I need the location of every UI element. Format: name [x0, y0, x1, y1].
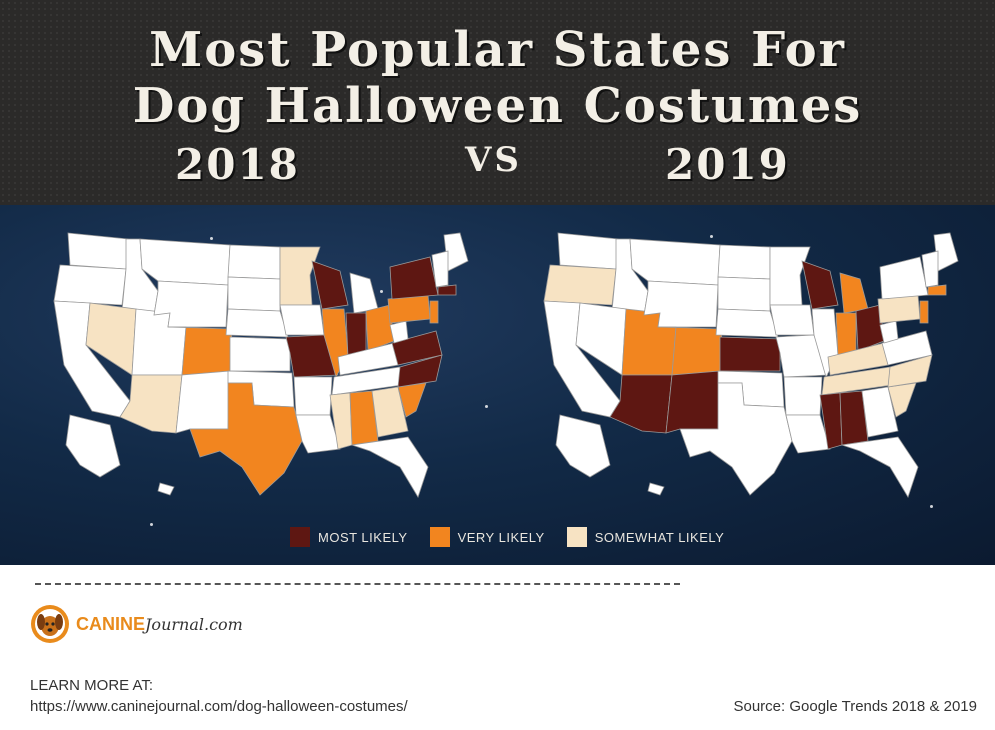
state-georgia [371, 386, 409, 438]
state-new-york [879, 256, 929, 300]
state-iowa [279, 304, 325, 336]
title-line-1: Most Popular States For [149, 22, 846, 78]
star-decoration [150, 523, 153, 526]
state-missouri [775, 334, 829, 378]
state-hawaii [157, 482, 175, 496]
state-louisiana [295, 414, 341, 454]
state-washington [67, 232, 129, 270]
dashed-divider [35, 583, 680, 585]
state-arizona [119, 374, 183, 434]
state-new-mexico [665, 370, 721, 434]
state-nebraska [225, 308, 289, 338]
source-note: Source: Google Trends 2018 & 2019 [733, 698, 977, 715]
canine-journal-logo[interactable]: CANINE Journal.com [30, 604, 243, 644]
state-alaska [555, 414, 611, 478]
article-link[interactable]: https://www.caninejournal.com/dog-hallow… [30, 698, 408, 715]
legend-item-most-likely: MOST LIKELY [290, 527, 408, 547]
legend-swatch [566, 527, 587, 547]
brand-canine-text: CANINE [76, 613, 146, 634]
state-north-carolina [887, 354, 933, 388]
learn-more-label: LEARN MORE AT: [30, 677, 154, 694]
state-georgia [861, 386, 899, 438]
state-hawaii [647, 482, 665, 496]
state-new-york [389, 256, 439, 300]
legend-label: VERY LIKELY [457, 529, 545, 545]
state-arizona [609, 374, 673, 434]
legend-label: SOMEWHAT LIKELY [594, 529, 725, 545]
legend-item-somewhat-likely: SOMEWHAT LIKELY [566, 527, 725, 547]
star-decoration [930, 505, 933, 508]
state-kansas [719, 336, 781, 372]
state-nebraska [715, 308, 779, 338]
header-banner: Most Popular States For Dog Halloween Co… [0, 0, 995, 205]
state-alaska [65, 414, 121, 478]
state-oregon [53, 264, 127, 306]
state-vermont-nh [431, 250, 449, 288]
state-vermont-nh [921, 250, 939, 288]
star-decoration [710, 235, 713, 238]
state-florida [841, 436, 919, 498]
year-2018-label: 2018 [175, 140, 300, 189]
state-arkansas [783, 376, 823, 416]
state-oregon [543, 264, 617, 306]
state-south-dakota [717, 276, 771, 312]
state-massachusetts [437, 284, 457, 296]
us-map-2019 [543, 232, 959, 498]
state-north-dakota [227, 244, 281, 280]
star-decoration [485, 405, 488, 408]
state-montana [629, 238, 721, 286]
state-virginia [881, 330, 933, 366]
state-new-jersey [429, 300, 439, 324]
state-missouri [285, 334, 339, 378]
state-minnesota [279, 246, 321, 306]
dog-logo-icon [31, 605, 69, 643]
state-minnesota [769, 246, 811, 306]
state-wisconsin [311, 260, 349, 310]
legend-swatch [290, 527, 310, 547]
state-montana [139, 238, 231, 286]
star-decoration [380, 290, 383, 293]
title-line-2: Dog Halloween Costumes [132, 78, 863, 134]
state-wisconsin [801, 260, 839, 310]
state-virginia [391, 330, 443, 366]
state-iowa [769, 304, 815, 336]
year-2019-label: 2019 [665, 140, 790, 189]
map-legend: MOST LIKELY VERY LIKELY SOMEWHAT LIKELY [290, 520, 746, 554]
state-louisiana [785, 414, 831, 454]
state-south-dakota [227, 276, 281, 312]
state-michigan [349, 272, 379, 314]
us-map-2018 [53, 232, 469, 498]
state-north-carolina [397, 354, 443, 388]
state-florida [351, 436, 429, 498]
legend-swatch [429, 527, 450, 547]
vs-label: VS [465, 140, 522, 180]
state-north-dakota [717, 244, 771, 280]
state-new-jersey [919, 300, 929, 324]
maps-panel [0, 205, 995, 565]
legend-item-very-likely: VERY LIKELY [429, 527, 545, 547]
state-washington [557, 232, 619, 270]
state-kansas [229, 336, 291, 372]
star-decoration [210, 237, 213, 240]
brand-journal-text: Journal.com [145, 614, 243, 634]
state-michigan [839, 272, 869, 314]
legend-label: MOST LIKELY [318, 529, 408, 545]
state-new-mexico [175, 370, 231, 434]
state-massachusetts [927, 284, 947, 296]
state-arkansas [293, 376, 333, 416]
